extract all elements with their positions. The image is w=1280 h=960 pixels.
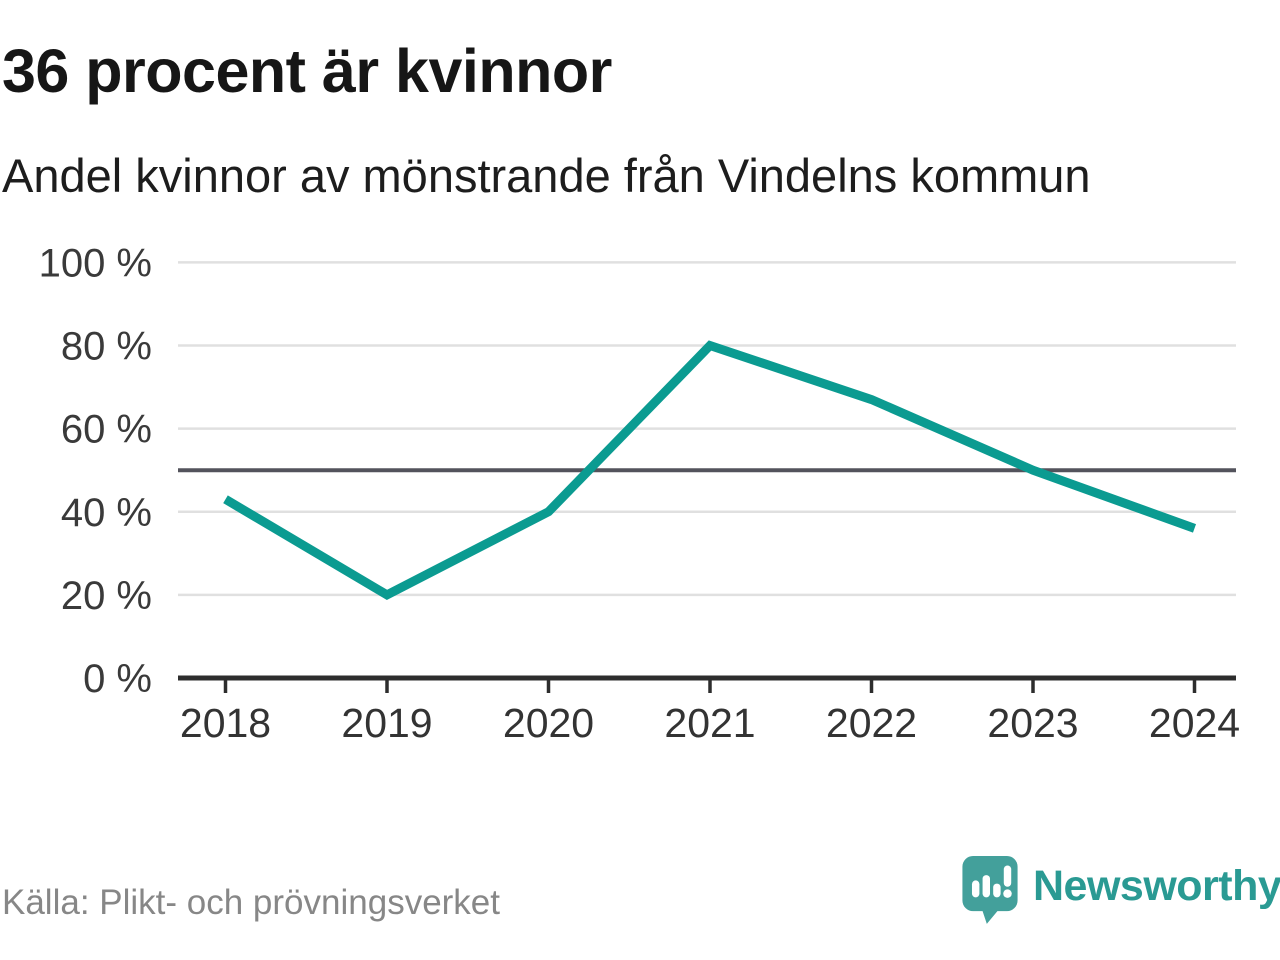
x-tick-label: 2021 [664,700,755,746]
y-tick-label: 80 % [61,325,152,369]
source-note: Källa: Plikt- och prövningsverket [2,883,500,922]
x-tick-label: 2019 [341,700,432,746]
x-tick-label: 2020 [503,700,594,746]
x-tick-label: 2023 [987,700,1078,746]
x-tick-label: 2018 [180,700,271,746]
page-title: 36 procent är kvinnor [2,37,612,105]
y-tick-label: 0 % [83,657,152,701]
newsworthy-logo-text: Newsworthy [1033,862,1280,910]
x-tick-label: 2022 [826,700,917,746]
y-tick-label: 100 % [39,241,152,285]
y-tick-label: 40 % [61,491,152,535]
newsworthy-logo-icon [962,856,1018,924]
series-line [223,340,1197,601]
chart-subtitle: Andel kvinnor av mönstrande från Vindeln… [2,149,1091,202]
y-tick-label: 60 % [61,408,152,452]
y-tick-label: 20 % [61,574,152,618]
newsworthy-logo: Newsworthy [962,856,1280,926]
x-tick-label: 2024 [1149,700,1240,746]
